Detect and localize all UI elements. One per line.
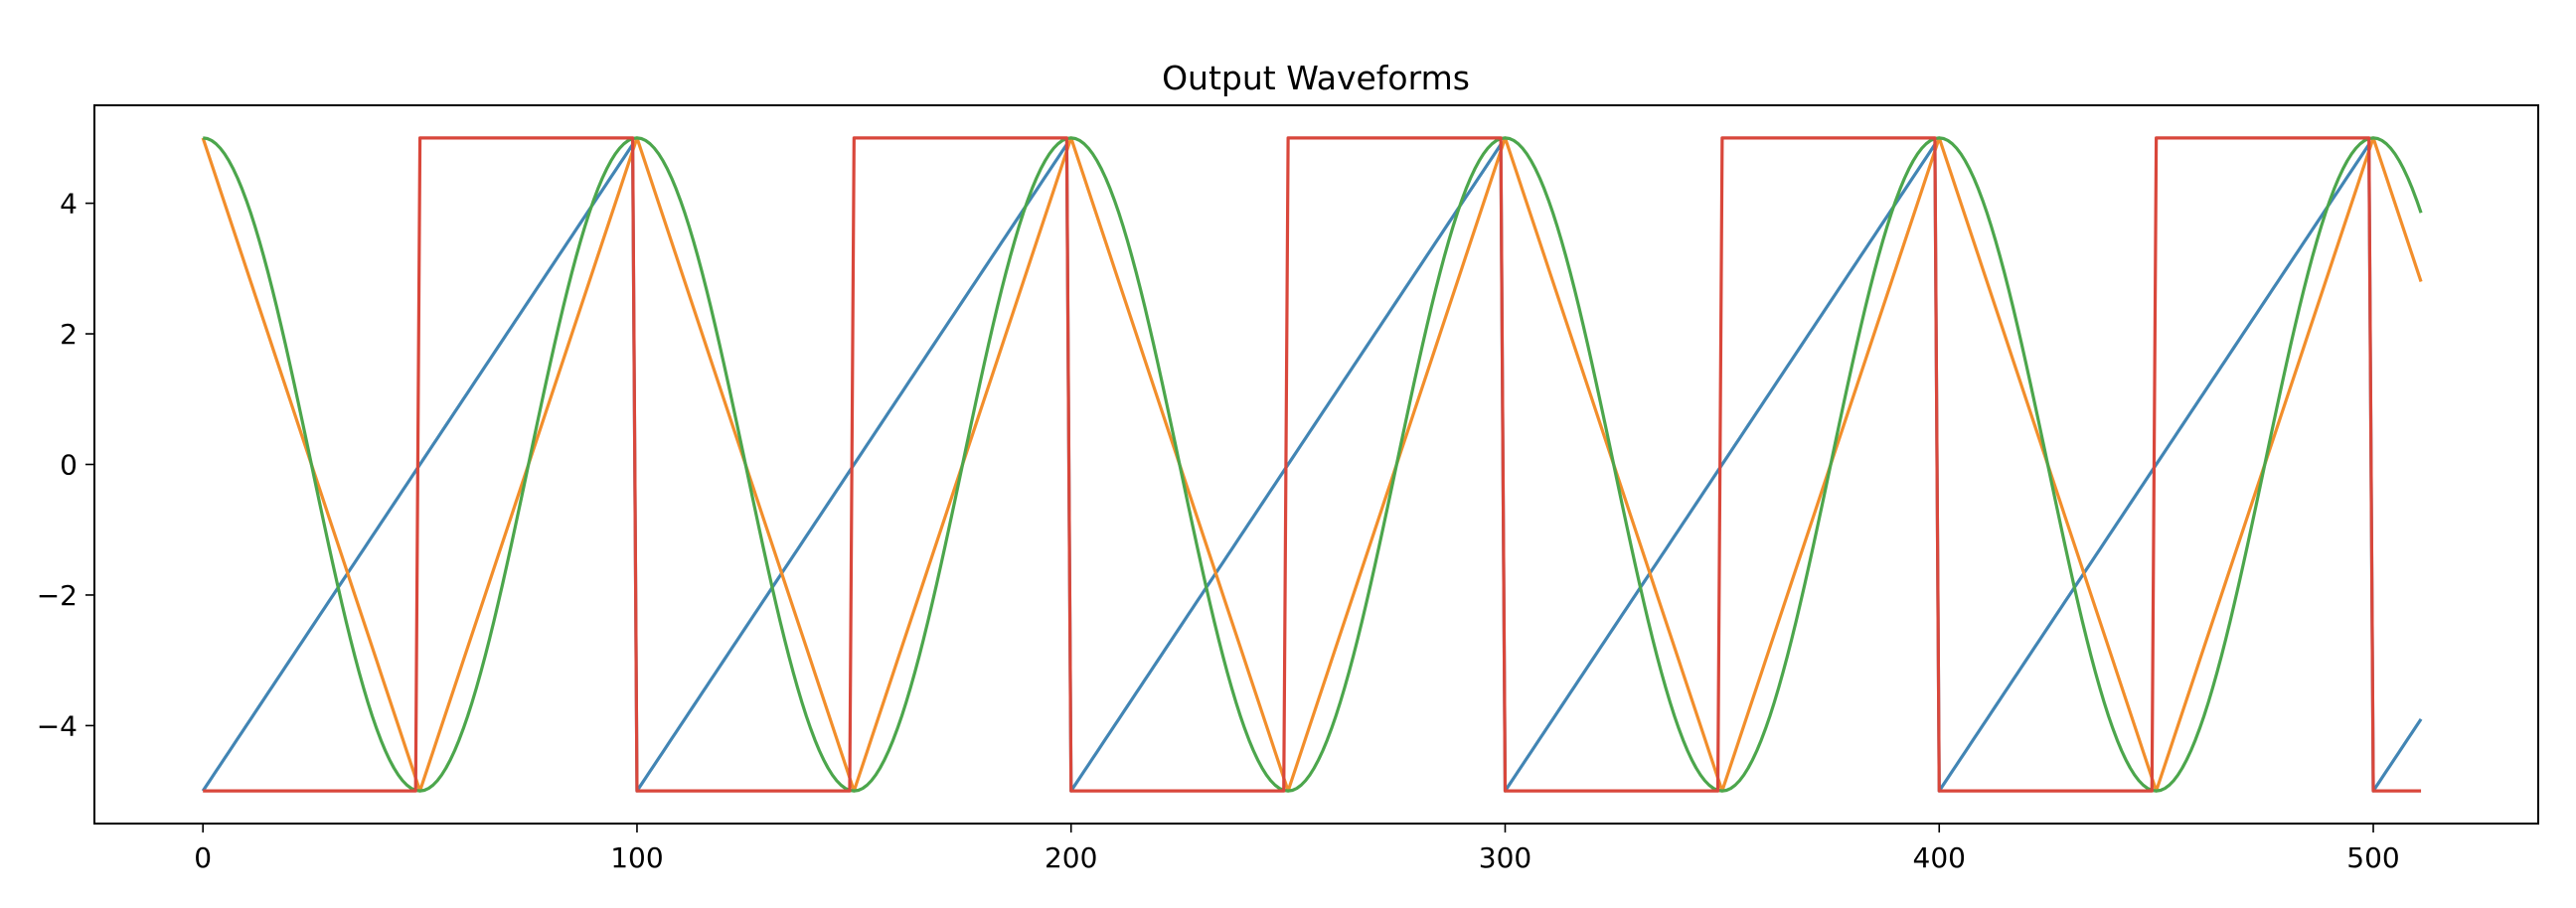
x-tick-label: 200 (1045, 841, 1097, 874)
y-tick-label: 4 (60, 188, 78, 221)
x-tick-label: 0 (194, 841, 212, 874)
y-axis: −4 −2 0 2 4 (37, 188, 94, 742)
x-tick-label: 400 (1913, 841, 1966, 874)
y-tick-label: −2 (37, 579, 78, 612)
x-tick-label: 100 (610, 841, 663, 874)
series-line-cosine (202, 136, 2423, 793)
y-tick-label: −4 (37, 709, 78, 742)
x-tick-label: 500 (2346, 841, 2399, 874)
y-tick-label: 0 (60, 449, 78, 482)
series-line-triangle (201, 136, 2423, 793)
y-tick-label: 2 (60, 318, 78, 351)
series-line-sawtooth (201, 142, 2423, 793)
series-line-square (203, 136, 2422, 793)
x-axis: 0 100 200 300 400 500 (194, 824, 2400, 874)
series-layer (201, 136, 2423, 793)
plot-frame (93, 104, 2539, 825)
chart-title: Output Waveforms (1162, 59, 1470, 97)
x-tick-label: 300 (1479, 841, 1531, 874)
